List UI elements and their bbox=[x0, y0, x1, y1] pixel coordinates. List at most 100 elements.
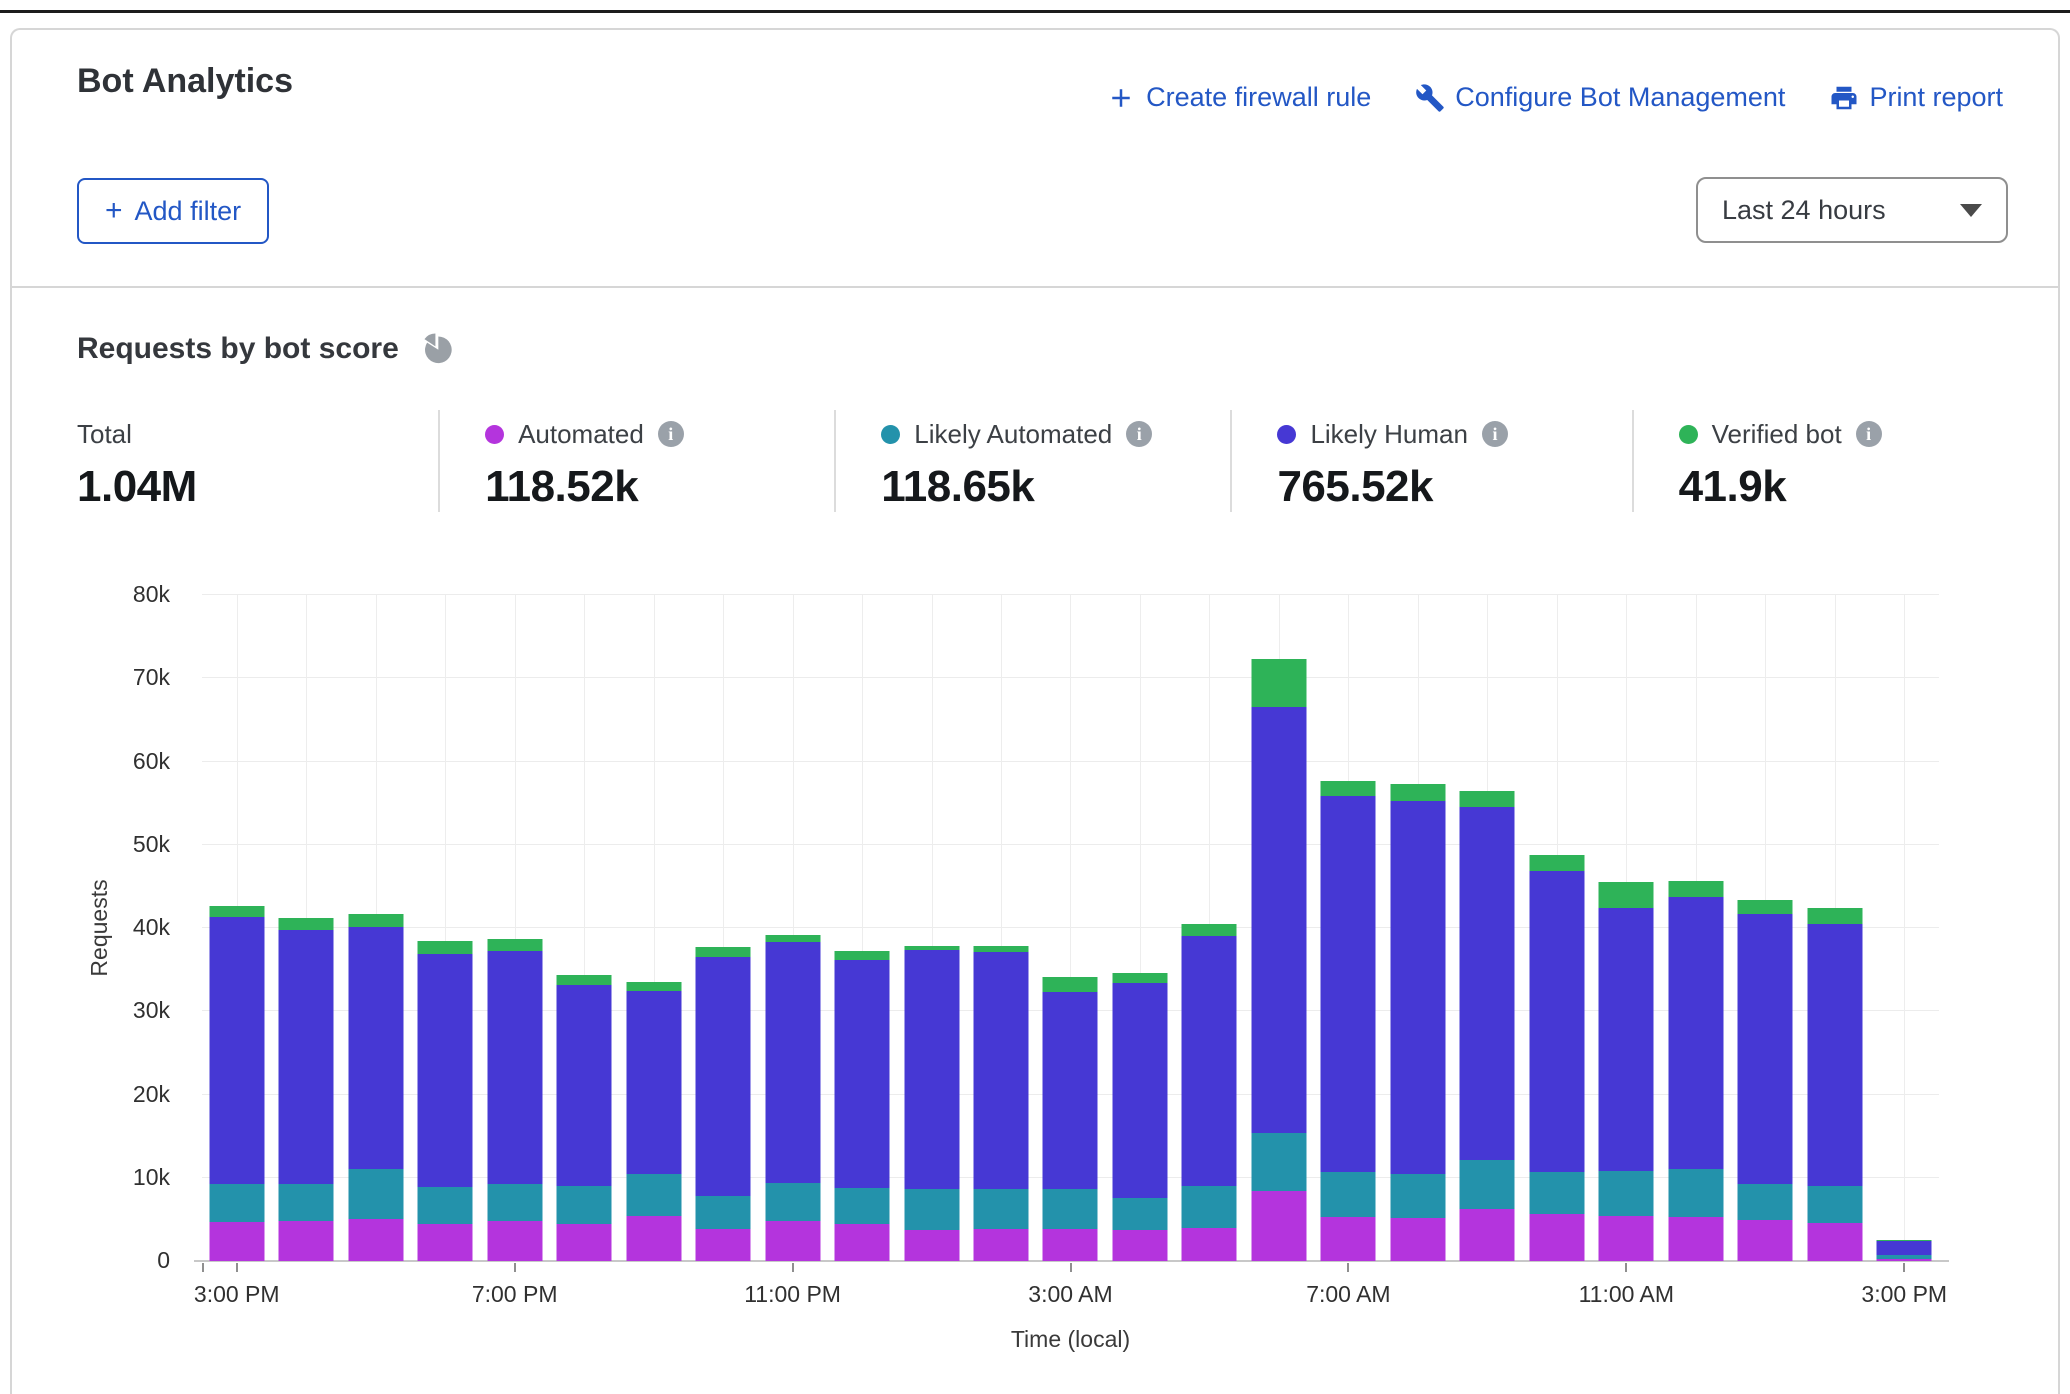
stats-row: Total 1.04M Automated 118.52k Likely bbox=[77, 410, 2008, 512]
x-tick-mark bbox=[236, 1263, 238, 1272]
segment-automated bbox=[279, 1221, 334, 1261]
bar-slot bbox=[410, 595, 479, 1261]
info-icon[interactable] bbox=[658, 421, 684, 447]
likely-automated-dot bbox=[881, 425, 900, 444]
stacked-bar-5:00 PM[interactable] bbox=[348, 914, 403, 1261]
bar-slot bbox=[1105, 595, 1174, 1261]
x-tick-mark bbox=[514, 1263, 516, 1272]
segment-verified-bot bbox=[1668, 881, 1723, 897]
bar-slot bbox=[1314, 595, 1383, 1261]
stacked-bar-6:00 AM[interactable] bbox=[1251, 659, 1306, 1261]
segment-likely-human bbox=[487, 951, 542, 1183]
y-tick-label: 50k bbox=[100, 831, 170, 858]
stat-likely-human: Likely Human 765.52k bbox=[1230, 410, 1631, 512]
bar-slot bbox=[271, 595, 340, 1261]
printer-icon bbox=[1829, 83, 1859, 113]
segment-likely-human bbox=[418, 954, 473, 1187]
stacked-bar-4:00 PM[interactable] bbox=[279, 918, 334, 1261]
segment-likely-human bbox=[696, 957, 751, 1196]
add-filter-button[interactable]: + Add filter bbox=[77, 178, 269, 244]
stacked-bar-10:00 AM[interactable] bbox=[1529, 855, 1584, 1261]
page: Bot Analytics Create firewall rule Confi… bbox=[0, 0, 2070, 1394]
segment-automated bbox=[974, 1229, 1029, 1261]
segment-likely-human bbox=[1182, 936, 1237, 1187]
segment-verified-bot bbox=[1321, 781, 1376, 796]
segment-automated bbox=[1877, 1259, 1932, 1261]
info-icon[interactable] bbox=[1126, 421, 1152, 447]
stacked-bar-8:00 AM[interactable] bbox=[1390, 784, 1445, 1261]
segment-likely-human bbox=[557, 985, 612, 1186]
chevron-down-icon bbox=[1960, 204, 1982, 217]
segment-likely-human bbox=[904, 950, 959, 1188]
segment-likely-human bbox=[974, 952, 1029, 1189]
segment-verified-bot bbox=[418, 941, 473, 953]
x-gridline bbox=[1904, 595, 1905, 1261]
bar-slot bbox=[1661, 595, 1730, 1261]
stat-likely-human-value: 765.52k bbox=[1277, 462, 1631, 512]
configure-bot-management-link[interactable]: Configure Bot Management bbox=[1415, 82, 1785, 113]
x-tick-label: 3:00 PM bbox=[152, 1281, 322, 1308]
stacked-bar-6:00 PM[interactable] bbox=[418, 941, 473, 1261]
bar-slot bbox=[827, 595, 896, 1261]
segment-verified-bot bbox=[1390, 784, 1445, 801]
stacked-bar-7:00 PM[interactable] bbox=[487, 939, 542, 1261]
segment-verified-bot bbox=[974, 946, 1029, 953]
x-axis-title: Time (local) bbox=[921, 1326, 1221, 1353]
stacked-bar-9:00 AM[interactable] bbox=[1460, 791, 1515, 1261]
stacked-bar-11:00 AM[interactable] bbox=[1599, 882, 1654, 1261]
create-firewall-rule-label: Create firewall rule bbox=[1146, 82, 1371, 113]
segment-likely-human bbox=[835, 960, 890, 1187]
segment-likely-human bbox=[1807, 924, 1862, 1186]
segment-automated bbox=[696, 1229, 751, 1261]
bot-analytics-card: Bot Analytics Create firewall rule Confi… bbox=[10, 28, 2060, 1394]
x-tick-mark bbox=[1070, 1263, 1072, 1272]
stacked-bar-5:00 AM[interactable] bbox=[1182, 924, 1237, 1261]
time-range-select[interactable]: Last 24 hours bbox=[1696, 177, 2008, 243]
stat-likely-automated-label: Likely Automated bbox=[914, 419, 1112, 450]
segment-automated bbox=[1668, 1217, 1723, 1261]
stacked-bar-2:00 AM[interactable] bbox=[974, 946, 1029, 1261]
header-section: Bot Analytics Create firewall rule Confi… bbox=[12, 30, 2058, 288]
segment-automated bbox=[487, 1221, 542, 1261]
stacked-bar-2:00 PM[interactable] bbox=[1807, 908, 1862, 1261]
segment-likely-automated bbox=[279, 1184, 334, 1221]
segment-likely-automated bbox=[1182, 1186, 1237, 1228]
verified-bot-dot bbox=[1679, 425, 1698, 444]
segment-likely-automated bbox=[209, 1184, 264, 1221]
stacked-bar-7:00 AM[interactable] bbox=[1321, 781, 1376, 1261]
stacked-bar-1:00 AM[interactable] bbox=[904, 946, 959, 1262]
stacked-bar-1:00 PM[interactable] bbox=[1738, 900, 1793, 1261]
y-tick-label: 20k bbox=[100, 1081, 170, 1108]
segment-automated bbox=[209, 1222, 264, 1261]
stacked-bar-12:00 AM[interactable] bbox=[835, 951, 890, 1261]
stacked-bar-3:00 PM[interactable] bbox=[1877, 1240, 1932, 1261]
bar-slot bbox=[897, 595, 966, 1261]
create-firewall-rule-link[interactable]: Create firewall rule bbox=[1106, 82, 1371, 113]
configure-bot-management-label: Configure Bot Management bbox=[1455, 82, 1785, 113]
segment-automated bbox=[418, 1224, 473, 1261]
segment-likely-human bbox=[1529, 871, 1584, 1172]
segment-likely-human bbox=[1112, 983, 1167, 1198]
stacked-bar-3:00 AM[interactable] bbox=[1043, 977, 1098, 1261]
segment-likely-human bbox=[1251, 707, 1306, 1132]
y-tick-label: 60k bbox=[100, 748, 170, 775]
stacked-bar-11:00 PM[interactable] bbox=[765, 935, 820, 1261]
stacked-bar-8:00 PM[interactable] bbox=[557, 975, 612, 1261]
stacked-bar-3:00 PM[interactable] bbox=[209, 906, 264, 1261]
segment-automated bbox=[765, 1221, 820, 1261]
x-tick-mark bbox=[1903, 1263, 1905, 1272]
segment-verified-bot bbox=[626, 982, 681, 991]
stacked-bar-4:00 AM[interactable] bbox=[1112, 973, 1167, 1261]
bar-slot bbox=[1592, 595, 1661, 1261]
print-report-link[interactable]: Print report bbox=[1829, 82, 2003, 113]
x-tick-label: 7:00 AM bbox=[1263, 1281, 1433, 1308]
info-icon[interactable] bbox=[1856, 421, 1882, 447]
info-icon[interactable] bbox=[1482, 421, 1508, 447]
stacked-bar-10:00 PM[interactable] bbox=[696, 947, 751, 1261]
bar-slot bbox=[480, 595, 549, 1261]
top-divider bbox=[0, 10, 2070, 13]
stacked-bar-9:00 PM[interactable] bbox=[626, 982, 681, 1261]
stat-verified-bot: Verified bot 41.9k bbox=[1632, 410, 2008, 512]
stacked-bar-12:00 PM[interactable] bbox=[1668, 881, 1723, 1261]
segment-automated bbox=[1738, 1220, 1793, 1261]
